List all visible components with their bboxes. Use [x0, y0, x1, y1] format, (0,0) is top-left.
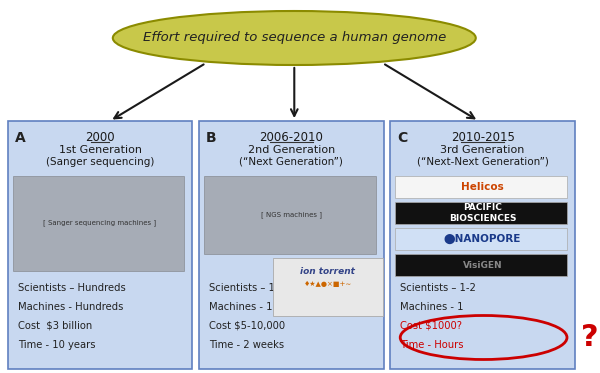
Text: Scientists – 1-2: Scientists – 1-2 — [209, 283, 285, 293]
Text: PACIFIC
BIOSCIENCES: PACIFIC BIOSCIENCES — [449, 203, 517, 223]
Text: A: A — [15, 131, 25, 145]
Text: Cost $1000?: Cost $1000? — [400, 321, 462, 331]
Text: ion torrent: ion torrent — [300, 267, 355, 276]
Text: (Sanger sequencing): (Sanger sequencing) — [46, 157, 154, 167]
Text: ?: ? — [581, 323, 598, 352]
Text: 2006-2010: 2006-2010 — [259, 131, 323, 144]
FancyBboxPatch shape — [273, 258, 383, 316]
FancyBboxPatch shape — [395, 176, 567, 198]
Text: Cost  $3 billion: Cost $3 billion — [17, 321, 92, 331]
Text: Scientists – Hundreds: Scientists – Hundreds — [17, 283, 125, 293]
Text: Scientists – 1-2: Scientists – 1-2 — [400, 283, 476, 293]
Text: VisiGEN: VisiGEN — [463, 260, 502, 270]
Text: 3rd Generation: 3rd Generation — [440, 145, 525, 155]
Text: Machines - 1: Machines - 1 — [400, 302, 464, 312]
Text: 2nd Generation: 2nd Generation — [248, 145, 335, 155]
Text: Machines - 1: Machines - 1 — [209, 302, 272, 312]
FancyBboxPatch shape — [204, 176, 376, 254]
Text: [ NGS machines ]: [ NGS machines ] — [261, 211, 322, 218]
FancyBboxPatch shape — [395, 254, 567, 276]
Text: Time - Hours: Time - Hours — [400, 340, 464, 350]
Text: ♦★▲●×■+∼: ♦★▲●×■+∼ — [304, 281, 352, 287]
Text: 1st Generation: 1st Generation — [59, 145, 142, 155]
Text: ⬤NANOPORE: ⬤NANOPORE — [444, 234, 521, 244]
FancyBboxPatch shape — [395, 228, 567, 250]
Text: 2010-2015: 2010-2015 — [451, 131, 515, 144]
Text: 2000: 2000 — [85, 131, 115, 144]
Text: B: B — [206, 131, 217, 145]
Text: Helicos: Helicos — [461, 182, 504, 192]
Text: (“Next Generation”): (“Next Generation”) — [239, 157, 343, 167]
Text: Cost $5-10,000: Cost $5-10,000 — [209, 321, 285, 331]
FancyBboxPatch shape — [199, 121, 383, 369]
Text: (“Next-Next Generation”): (“Next-Next Generation”) — [416, 157, 548, 167]
FancyBboxPatch shape — [13, 176, 184, 271]
Text: Machines - Hundreds: Machines - Hundreds — [17, 302, 123, 312]
Text: [ Sanger sequencing machines ]: [ Sanger sequencing machines ] — [43, 220, 157, 226]
FancyBboxPatch shape — [395, 202, 567, 224]
Text: Time - 10 years: Time - 10 years — [17, 340, 95, 350]
Text: Effort required to sequence a human genome: Effort required to sequence a human geno… — [143, 31, 446, 44]
Ellipse shape — [113, 11, 476, 65]
Text: C: C — [397, 131, 407, 145]
Text: Time - 2 weeks: Time - 2 weeks — [209, 340, 284, 350]
FancyBboxPatch shape — [391, 121, 575, 369]
FancyBboxPatch shape — [8, 121, 192, 369]
